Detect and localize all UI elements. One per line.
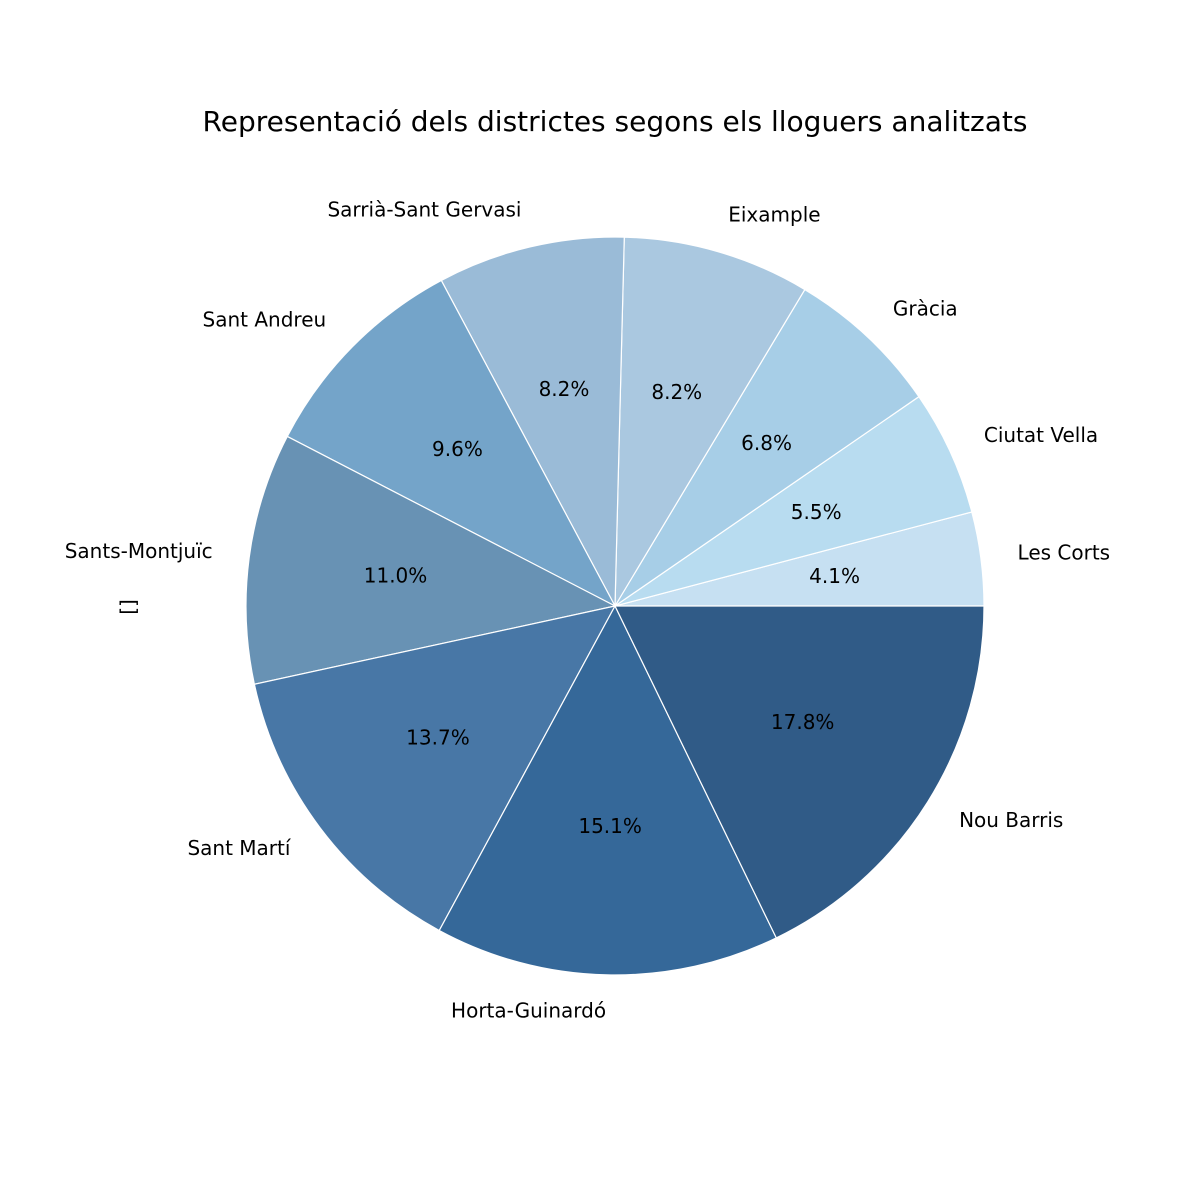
pie-labels: Les Corts Ciutat Vella Gràcia Eixample Sarri… (65, 198, 1110, 1023)
slice-label: Gràcia (893, 297, 958, 321)
slice-percent-label: 5.5% (791, 500, 842, 524)
slice-label: Sants-Montjuïc (65, 539, 213, 563)
slice-percent-label: 11.0% (364, 563, 428, 587)
slice-label: Sant Martí (187, 836, 291, 860)
chart-title: Representació dels districtes segons els… (203, 105, 1028, 138)
pie-percent-labels: 4.1% 5.5% 6.8% 8.2% 8.2% 9.6% 11.0% 13.7% 15.1% 1… (364, 377, 860, 838)
slice-label: Ciutat Vella (984, 423, 1098, 447)
slice-percent-label: 6.8% (741, 431, 792, 455)
slice-label: Les Corts (1018, 540, 1111, 564)
slice-percent-label: 17.8% (771, 710, 835, 734)
pie-slice (438, 604, 778, 976)
pie-slice (286, 279, 617, 608)
slice-percent-label: 15.1% (578, 814, 642, 838)
slice-percent-label: 4.1% (809, 564, 860, 588)
pie-slice (245, 435, 617, 685)
slice-label: Horta-Guinardó (451, 998, 606, 1022)
pie-slices (245, 236, 985, 976)
slice-percent-label: 8.2% (539, 377, 590, 401)
slice-percent-label: 9.6% (432, 437, 483, 461)
slice-percent-label: 8.2% (651, 380, 702, 404)
slice-label: Sarrià-Sant Gervasi (327, 198, 521, 222)
pie-slice (614, 605, 985, 939)
pie-slice (253, 605, 617, 932)
slice-label: Nou Barris (959, 808, 1063, 832)
slice-label: Eixample (728, 203, 820, 227)
slice-percent-label: 13.7% (406, 725, 470, 749)
pie-slice (440, 236, 625, 609)
y-axis-label: [] (116, 599, 140, 615)
pie-slice (614, 236, 806, 609)
pie-slice (614, 288, 920, 607)
slice-label: Sant Andreu (203, 307, 327, 331)
